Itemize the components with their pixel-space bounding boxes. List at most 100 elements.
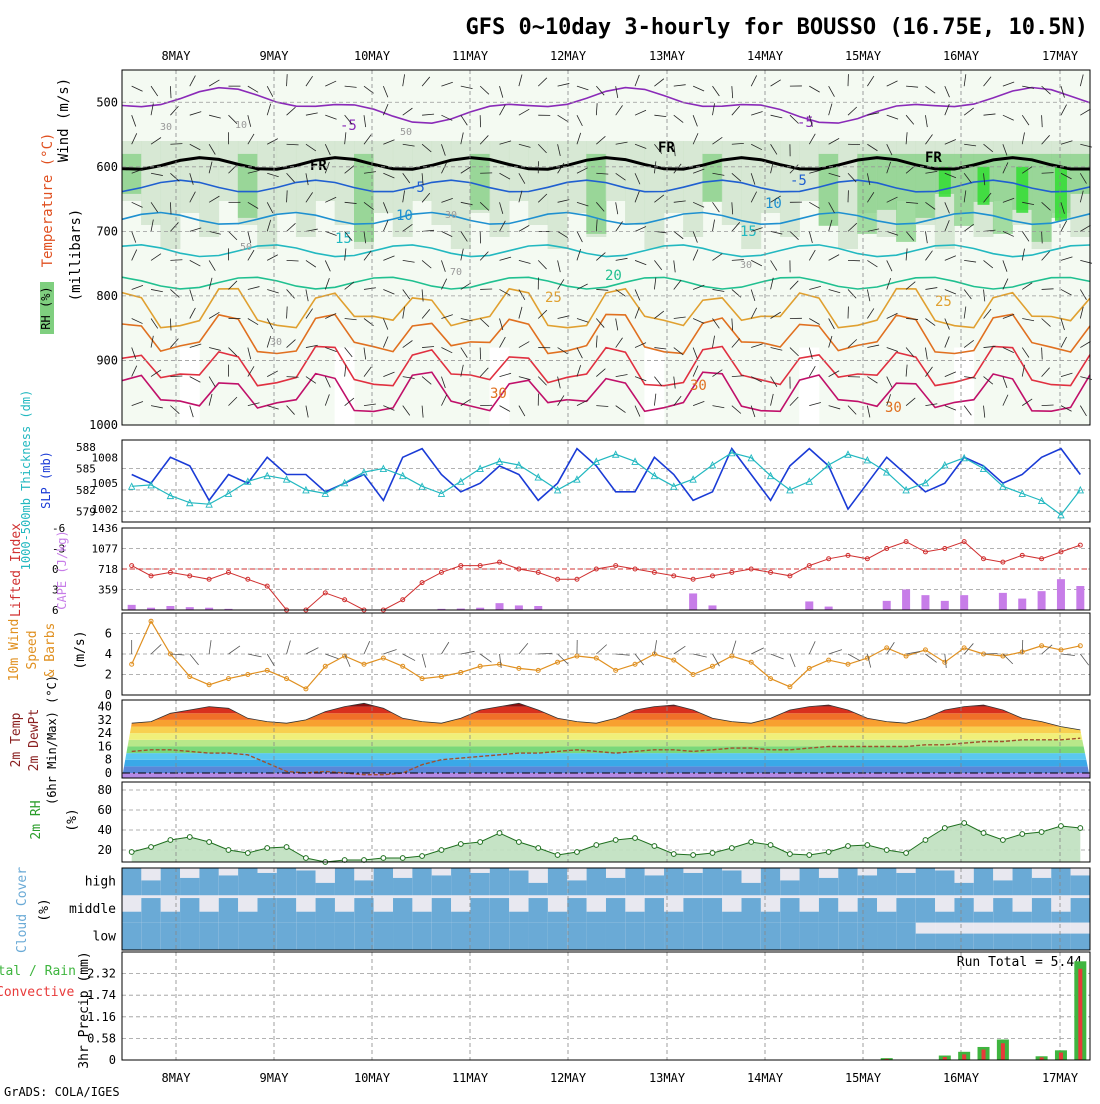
precip-ylabel-3: 3hr Precip (mm) (77, 951, 92, 1068)
rh2m-point-35 (807, 853, 812, 858)
rh2m-point-16 (439, 848, 444, 853)
cloud-ylabel-1: Cloud Cover (15, 867, 30, 953)
cloud-cell-0-16 (432, 875, 451, 895)
date-bottom-1: 9MAY (260, 1071, 290, 1085)
cloud-cell-0-0 (122, 868, 141, 895)
cloud-cell-2-40 (896, 923, 915, 950)
cloud-cell-0-46 (1013, 868, 1032, 895)
date-bottom-4: 12MAY (550, 1071, 587, 1085)
rh2m-point-34 (788, 852, 793, 857)
wind10-barb-31 (732, 641, 736, 654)
wind10-barb-16 (441, 642, 448, 654)
cape-bar-29 (689, 593, 697, 610)
upper-ytick-0: 500 (96, 95, 118, 109)
wind10-barb-12 (364, 641, 370, 654)
cloud-cell-0-36 (819, 878, 838, 895)
cloud-cell-2-34 (780, 923, 799, 950)
rh2m-point-26 (633, 836, 638, 841)
precip-ylabel-2: Convective (0, 985, 74, 1000)
cloud-cell-0-12 (354, 880, 373, 895)
rh-band-21 (528, 141, 548, 225)
cloud-cell-1-21 (529, 898, 548, 923)
rh-moist-24 (586, 154, 606, 234)
cloud-cell-2-18 (470, 923, 489, 950)
cloud-cell-1-27 (645, 898, 664, 923)
contour-label-20: 30 (740, 260, 752, 271)
wind10-barb-36 (829, 650, 842, 654)
wind10-barb-13 (383, 649, 396, 654)
wind10-barb-18 (480, 654, 491, 662)
li-ylabel: Lifted Index (9, 523, 24, 617)
contour-label-15: 30 (690, 378, 707, 394)
rh2m-point-0 (129, 850, 134, 855)
rh2m-point-38 (865, 843, 870, 848)
upper-ytick-5: 1000 (89, 418, 118, 432)
date-top-9: 17MAY (1042, 49, 1079, 63)
cape-bar-47 (1038, 591, 1046, 610)
wind10-barb-32 (751, 648, 764, 654)
wind10-barb-14 (403, 654, 415, 661)
date-bottom-0: 8MAY (162, 1071, 192, 1085)
thick-ytick-1: 585 (76, 463, 96, 476)
cloud-cell-2-48 (1051, 934, 1070, 950)
rh-band-23 (567, 141, 587, 213)
date-top-3: 11MAY (452, 49, 489, 63)
rh-core-48 (1055, 167, 1067, 221)
cloud-cell-0-25 (606, 878, 625, 895)
rh2m-point-27 (652, 844, 657, 849)
slp-ylabel: SLP (mb) (39, 451, 53, 509)
cloud-cell-1-34 (780, 898, 799, 923)
temp-ylabel-2: 2m DewPt (27, 709, 42, 772)
slp-ytick-1: 1005 (92, 477, 119, 490)
rh2m-point-5 (226, 848, 231, 853)
temp-band-0 (122, 773, 1090, 778)
wind-ylabel-1: 10m Wind (7, 619, 22, 682)
cloud-cell-2-17 (451, 923, 470, 950)
wind-ylabel-2: Speed (25, 630, 40, 669)
cloud-cell-0-30 (703, 868, 722, 895)
contour-label-4: FR (925, 150, 942, 166)
rh-band-25 (606, 141, 626, 201)
cloud-cell-2-3 (180, 923, 199, 950)
wind-ylabel-4: (m/s) (73, 630, 88, 669)
cloud-cell-0-9 (296, 870, 315, 895)
cloud-cell-0-37 (838, 868, 857, 895)
cloud-cell-2-1 (141, 923, 160, 950)
cloud-cell-1-12 (354, 898, 373, 923)
cloud-cell-2-32 (742, 923, 761, 950)
cloud-cell-2-29 (683, 923, 702, 950)
rh2m-point-40 (904, 851, 909, 856)
temp-band-2 (122, 760, 1090, 767)
precip-conv-bar-49 (1078, 969, 1082, 1060)
wind10-barb-15 (422, 654, 426, 668)
temp-ylabel-1: 2m Temp (9, 712, 24, 767)
cloud-cell-1-19 (490, 898, 509, 923)
rh2m-ylabel-2: (%) (65, 808, 80, 831)
rh-band-22 (548, 141, 568, 249)
contour-label-17: 30 (160, 122, 172, 133)
cloud-cell-1-23 (567, 898, 586, 923)
cloud-cell-0-14 (393, 878, 412, 895)
cloud-cell-1-18 (470, 898, 489, 923)
cloud-cell-1-16 (432, 898, 451, 923)
rh2m-point-42 (942, 826, 947, 831)
wind10-barb-5 (228, 646, 239, 654)
cloud-cell-0-44 (974, 868, 993, 895)
temp-ytick-2: 24 (98, 726, 112, 740)
cape-ylabel: CAPE (J/kg) (55, 530, 69, 609)
cloud-cell-0-6 (238, 868, 257, 895)
rh2m-point-22 (555, 853, 560, 858)
cloud-cell-0-11 (335, 868, 354, 895)
cloud-cell-0-21 (529, 883, 548, 895)
contour-label-9: 15 (335, 231, 352, 247)
temp-ytick-5: 0 (105, 766, 112, 780)
cloud-cell-2-21 (529, 923, 548, 950)
rh2m-point-47 (1039, 830, 1044, 835)
upper-ylabel-rh: RH (%) (39, 286, 53, 329)
temp-band-3 (122, 753, 1090, 760)
temp-ytick-3: 16 (98, 739, 112, 753)
rh2m-point-31 (729, 846, 734, 851)
cloud-cell-1-41 (916, 898, 935, 923)
cloud-cell-1-20 (509, 912, 528, 923)
